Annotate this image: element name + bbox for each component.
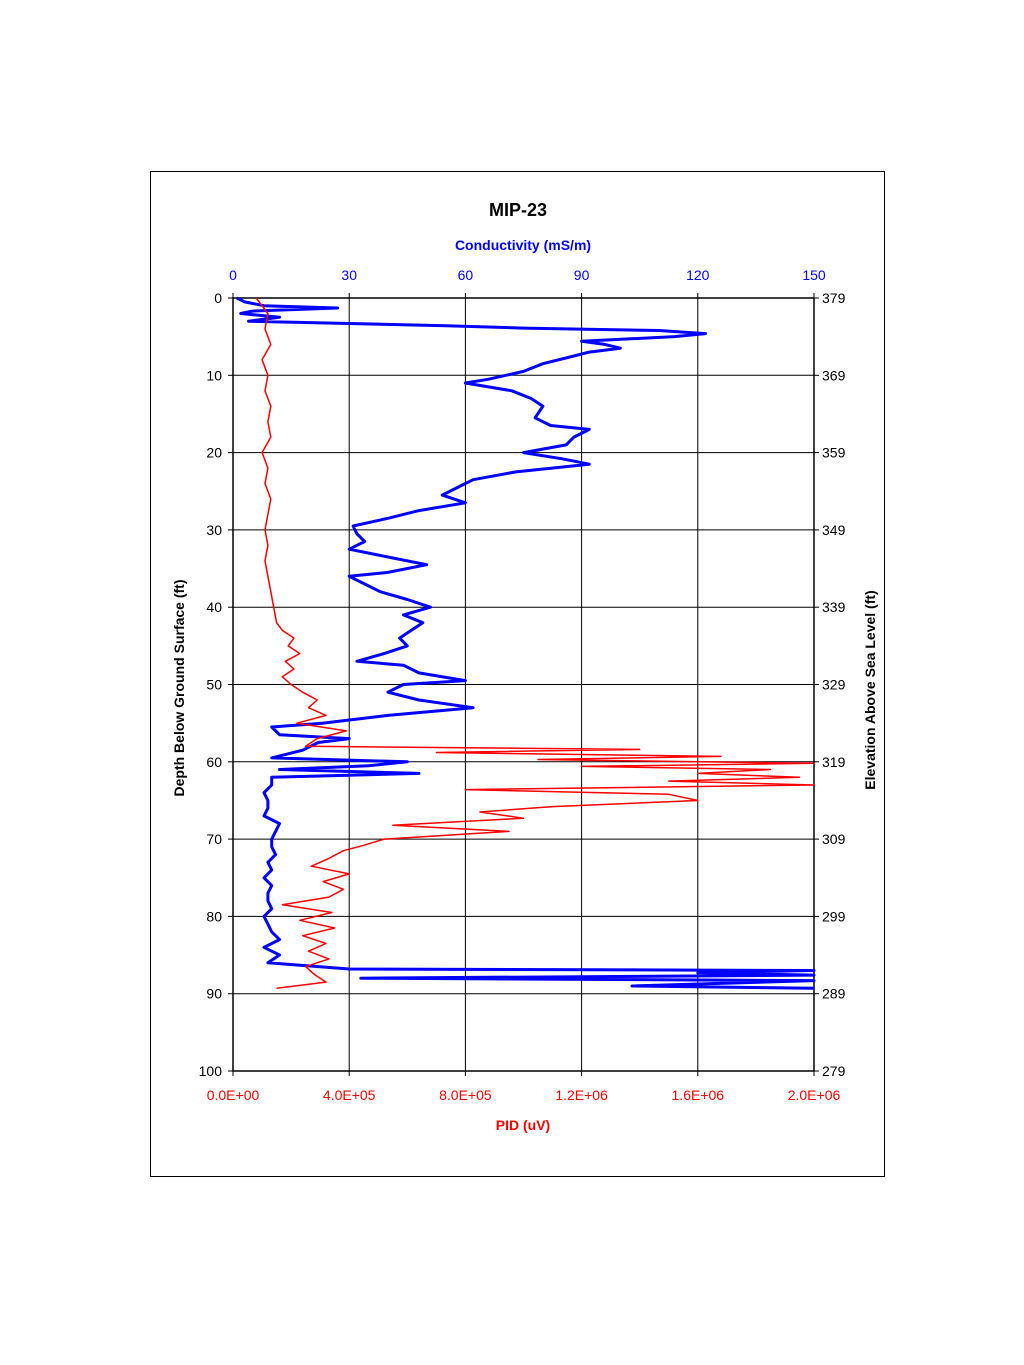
top-axis-title: Conductivity (mS/m) — [455, 237, 591, 253]
top-tick-label: 0 — [229, 267, 237, 283]
elevation-tick-label: 379 — [822, 290, 846, 306]
elevation-tick-label: 329 — [822, 677, 846, 693]
depth-tick-label: 60 — [206, 754, 222, 770]
depth-axis-title: Depth Below Ground Surface (ft) — [171, 580, 187, 797]
bottom-tick-label: 4.0E+05 — [323, 1087, 376, 1103]
elevation-tick-label: 369 — [822, 367, 846, 383]
elevation-tick-label: 289 — [822, 986, 846, 1002]
depth-tick-label: 80 — [206, 908, 222, 924]
elevation-tick-label: 279 — [822, 1063, 846, 1079]
depth-tick-label: 100 — [199, 1063, 223, 1079]
series-layer — [236, 296, 816, 990]
top-tick-label: 150 — [802, 267, 826, 283]
bottom-axis-title: PID (uV) — [496, 1117, 550, 1133]
depth-tick-label: 40 — [206, 599, 222, 615]
bottom-tick-label: 1.6E+06 — [672, 1087, 725, 1103]
conductivity-series-line — [236, 296, 816, 990]
depth-tick-label: 10 — [206, 367, 222, 383]
bottom-tick-label: 2.0E+06 — [788, 1087, 841, 1103]
elevation-tick-label: 349 — [822, 522, 846, 538]
depth-tick-label: 90 — [206, 986, 222, 1002]
elevation-tick-label: 339 — [822, 599, 846, 615]
depth-tick-label: 30 — [206, 522, 222, 538]
top-tick-label: 120 — [686, 267, 710, 283]
bottom-tick-label: 8.0E+05 — [439, 1087, 492, 1103]
chart-title: MIP-23 — [489, 200, 547, 220]
top-tick-label: 60 — [458, 267, 474, 283]
elevation-axis-title: Elevation Above Sea Level (ft) — [862, 590, 878, 789]
tick-layer: 0 379 10 369 20 359 30 349 40 339 50 329 60 319 70 309 8… — [199, 267, 846, 1103]
top-tick-label: 90 — [574, 267, 590, 283]
depth-tick-label: 20 — [206, 445, 222, 461]
bottom-tick-label: 1.2E+06 — [555, 1087, 608, 1103]
elevation-tick-label: 309 — [822, 831, 846, 847]
top-tick-label: 30 — [341, 267, 357, 283]
depth-tick-label: 70 — [206, 831, 222, 847]
chart-frame — [150, 171, 885, 1177]
depth-tick-label: 0 — [214, 290, 222, 306]
elevation-tick-label: 299 — [822, 908, 846, 924]
elevation-tick-label: 359 — [822, 445, 846, 461]
depth-tick-label: 50 — [206, 677, 222, 693]
bottom-tick-label: 0.0E+00 — [207, 1087, 260, 1103]
pid-series-line — [255, 297, 815, 990]
elevation-tick-label: 319 — [822, 754, 846, 770]
grid-layer — [228, 293, 819, 1076]
